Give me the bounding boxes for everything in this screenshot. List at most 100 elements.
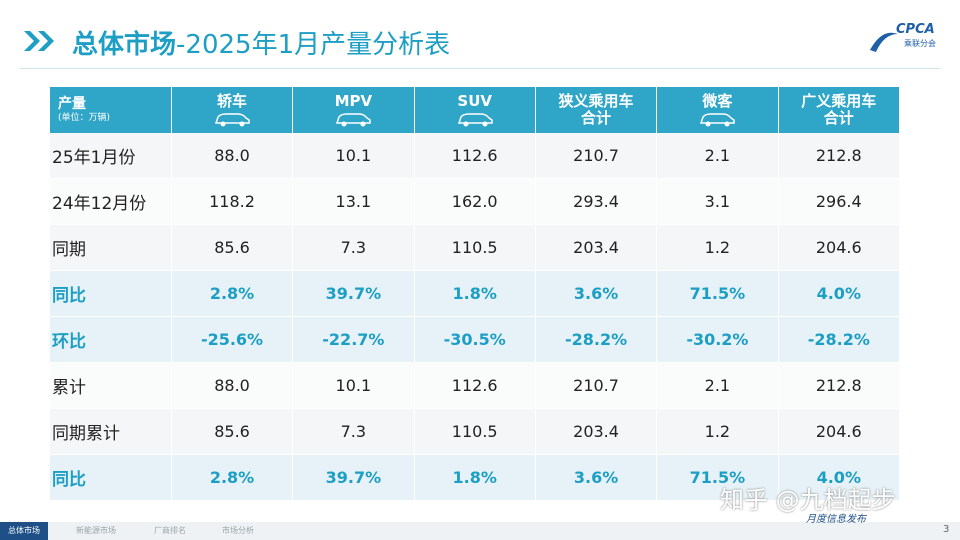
value-cell: 212.8 bbox=[778, 362, 901, 409]
table-row: 同期累计 85.6 7.3 110.5 203.4 1.2 204.6 bbox=[50, 408, 901, 455]
row-label: 同比 bbox=[50, 454, 172, 501]
value-cell: 112.6 bbox=[414, 133, 536, 179]
value-cell: -28.2% bbox=[535, 316, 658, 363]
value-cell: 293.4 bbox=[535, 178, 658, 225]
column-header: 微客 bbox=[656, 87, 779, 133]
corner-label: 产量 bbox=[58, 96, 86, 112]
column-label: 合计 bbox=[581, 109, 612, 127]
value-cell: 2.8% bbox=[171, 270, 294, 317]
value-cell: 7.3 bbox=[292, 224, 415, 271]
value-cell: 39.7% bbox=[292, 454, 415, 501]
value-cell: 296.4 bbox=[778, 178, 901, 225]
value-cell: -25.6% bbox=[171, 316, 294, 363]
table-row: 同比 2.8% 39.7% 1.8% 3.6% 71.5% 4.0% bbox=[50, 270, 901, 317]
value-cell: 2.1 bbox=[656, 133, 779, 179]
table-row: 同期 85.6 7.3 110.5 203.4 1.2 204.6 bbox=[50, 224, 901, 271]
row-label: 同比 bbox=[50, 270, 172, 317]
value-cell: 3.1 bbox=[656, 178, 779, 225]
column-header: MPV bbox=[292, 87, 415, 133]
value-cell: 10.1 bbox=[292, 362, 415, 409]
value-cell: 3.6% bbox=[535, 270, 658, 317]
data-table: 产量 (单位：万辆) 轿车 MPV SUV 狭义乘用车 合计 微客 广义乘用车 合计 25年1月… bbox=[50, 87, 901, 501]
column-label: SUV bbox=[457, 92, 492, 110]
footer-tab[interactable]: 厂商排名 bbox=[154, 526, 186, 535]
chevron-icon bbox=[24, 31, 54, 51]
row-label: 环比 bbox=[50, 316, 172, 363]
corner-cell: 产量 (单位：万辆) bbox=[50, 87, 172, 133]
column-label: 微客 bbox=[702, 92, 733, 110]
row-label: 同期 bbox=[50, 224, 172, 271]
logo-sub: 乘联分会 bbox=[904, 39, 936, 48]
title-bold: 总体市场 bbox=[72, 30, 177, 60]
table-row: 24年12月份 118.2 13.1 162.0 293.4 3.1 296.4 bbox=[50, 178, 901, 225]
watermark: 知乎 @九档起步 bbox=[720, 486, 896, 514]
value-cell: 112.6 bbox=[414, 362, 536, 409]
value-cell: -28.2% bbox=[778, 316, 901, 363]
column-header: 轿车 bbox=[171, 87, 294, 133]
value-cell: 1.8% bbox=[414, 270, 536, 317]
value-cell: 162.0 bbox=[414, 178, 536, 225]
column-header: 广义乘用车 合计 bbox=[778, 87, 901, 133]
value-cell: 13.1 bbox=[292, 178, 415, 225]
value-cell: 39.7% bbox=[292, 270, 415, 317]
vehicle-icon bbox=[214, 113, 250, 127]
value-cell: 4.0% bbox=[778, 270, 901, 317]
value-cell: 2.8% bbox=[171, 454, 294, 501]
value-cell: 1.2 bbox=[656, 408, 779, 455]
value-cell: 10.1 bbox=[292, 133, 415, 179]
column-label: 广义乘用车 bbox=[801, 92, 877, 110]
value-cell: 210.7 bbox=[535, 362, 658, 409]
value-cell: 7.3 bbox=[292, 408, 415, 455]
slide-title: 总体市场-2025年1月产量分析表 bbox=[72, 24, 450, 61]
value-cell: 2.1 bbox=[656, 362, 779, 409]
value-cell: 4.0% bbox=[778, 454, 901, 501]
value-cell: 204.6 bbox=[778, 408, 901, 455]
column-header: 狭义乘用车 合计 bbox=[535, 87, 658, 133]
value-cell: 110.5 bbox=[414, 408, 536, 455]
value-cell: -30.2% bbox=[656, 316, 779, 363]
column-header: SUV bbox=[414, 87, 536, 133]
watermark-sub: 月度信息发布 bbox=[806, 514, 866, 525]
column-label: MPV bbox=[334, 92, 373, 110]
value-cell: -22.7% bbox=[292, 316, 415, 363]
value-cell: 71.5% bbox=[656, 454, 779, 501]
column-label: 合计 bbox=[823, 109, 854, 127]
column-label: 轿车 bbox=[217, 92, 248, 110]
value-cell: 85.6 bbox=[171, 408, 294, 455]
title-rest: -2025年1月产量分析表 bbox=[176, 30, 451, 60]
value-cell: -30.5% bbox=[414, 316, 536, 363]
value-cell: 71.5% bbox=[656, 270, 779, 317]
footer-bar bbox=[0, 522, 960, 540]
row-label: 同期累计 bbox=[50, 408, 172, 455]
table-row: 累计 88.0 10.1 112.6 210.7 2.1 212.8 bbox=[50, 362, 901, 409]
row-label: 25年1月份 bbox=[50, 133, 172, 179]
vehicle-icon bbox=[336, 113, 372, 127]
footer-tab[interactable]: 总体市场 bbox=[0, 522, 48, 540]
value-cell: 3.6% bbox=[535, 454, 658, 501]
value-cell: 1.8% bbox=[414, 454, 536, 501]
vehicle-icon bbox=[700, 113, 736, 127]
value-cell: 85.6 bbox=[171, 224, 294, 271]
header-row: 产量 (单位：万辆) 轿车 MPV SUV 狭义乘用车 合计 微客 广义乘用车 合计 bbox=[50, 87, 901, 133]
value-cell: 118.2 bbox=[171, 178, 294, 225]
value-cell: 88.0 bbox=[171, 362, 294, 409]
vehicle-icon bbox=[457, 113, 493, 127]
footer-tab[interactable]: 新能源市场 bbox=[76, 526, 116, 535]
footer-tab[interactable]: 市场分析 bbox=[222, 526, 254, 535]
table-row: 同比 2.8% 39.7% 1.8% 3.6% 71.5% 4.0% bbox=[50, 454, 901, 501]
table-row: 环比 -25.6% -22.7% -30.5% -28.2% -30.2% -28.2% bbox=[50, 316, 901, 363]
unit-label: (单位：万辆) bbox=[58, 113, 111, 123]
value-cell: 88.0 bbox=[171, 133, 294, 179]
value-cell: 1.2 bbox=[656, 224, 779, 271]
page-number: 3 bbox=[943, 524, 950, 535]
value-cell: 203.4 bbox=[535, 224, 658, 271]
value-cell: 210.7 bbox=[535, 133, 658, 179]
logo-mark bbox=[870, 32, 898, 52]
row-label: 累计 bbox=[50, 362, 172, 409]
title-rule bbox=[20, 68, 940, 69]
value-cell: 203.4 bbox=[535, 408, 658, 455]
column-label: 狭义乘用车 bbox=[558, 92, 634, 110]
table-row: 25年1月份 88.0 10.1 112.6 210.7 2.1 212.8 bbox=[50, 133, 901, 179]
logo-text: CPCA bbox=[896, 22, 935, 37]
value-cell: 212.8 bbox=[778, 133, 901, 179]
